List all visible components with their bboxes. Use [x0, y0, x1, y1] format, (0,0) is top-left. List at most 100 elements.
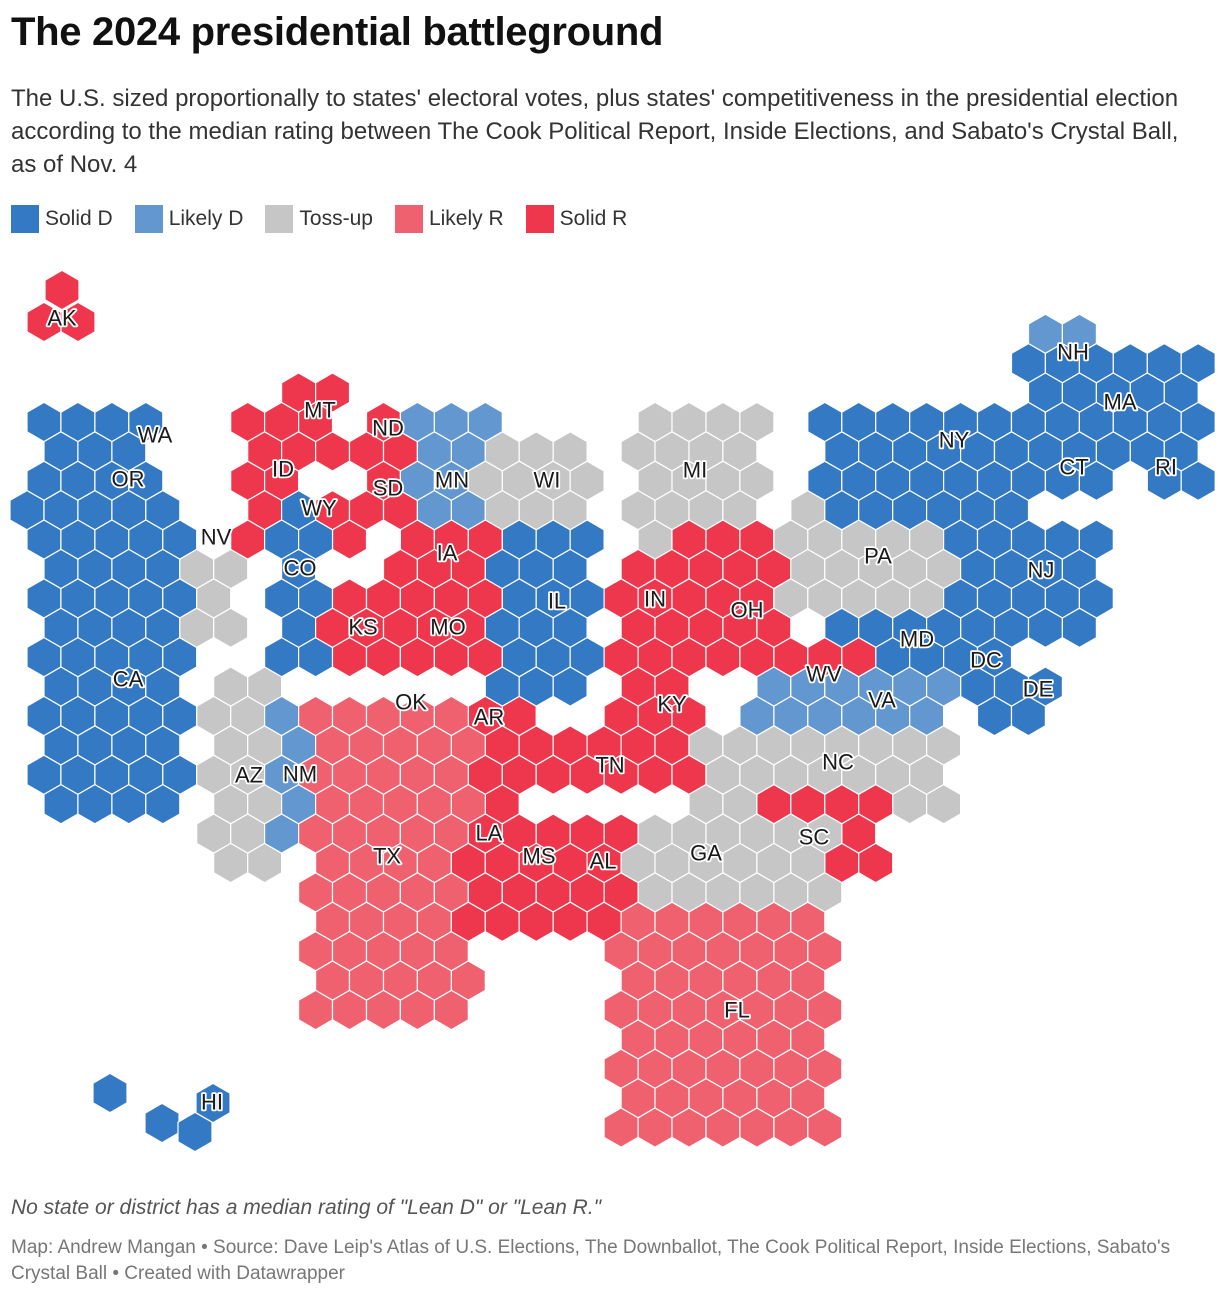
state-nv[interactable]: [179, 548, 249, 649]
state-label-nj: NJ: [1028, 558, 1055, 583]
legend-item-solid-d: Solid D: [11, 204, 113, 234]
legend-item-likely-d: Likely D: [134, 204, 243, 234]
hex-nv[interactable]: [213, 607, 249, 649]
hex-hi[interactable]: [195, 1082, 231, 1124]
state-label-hi: HI: [201, 1090, 223, 1115]
state-label-mo: MO: [430, 615, 465, 640]
state-label-de: DE: [1023, 677, 1054, 702]
state-hi[interactable]: [92, 1072, 231, 1153]
state-label-ri: RI: [1155, 455, 1177, 480]
state-label-ms: MS: [523, 844, 556, 869]
state-ga[interactable]: [620, 813, 843, 913]
hex-il[interactable]: [552, 666, 588, 707]
hex-ri[interactable]: [1180, 460, 1216, 502]
state-label-md: MD: [900, 627, 934, 652]
state-de[interactable]: [959, 666, 1064, 737]
hex-layer: [9, 269, 1216, 1153]
hex-hi[interactable]: [92, 1072, 128, 1114]
state-va[interactable]: [739, 666, 962, 737]
label-layer: AK WA OR CA NV ID MT WY ND SD CO MN WI MI IA KS MO IL IN OH…: [46, 304, 1179, 1117]
state-label-wa: WA: [138, 423, 173, 448]
legend-swatch-solid-r: [525, 205, 554, 233]
legend-swatch-solid-d: [11, 205, 39, 233]
state-wa[interactable]: [26, 401, 164, 472]
state-ak[interactable]: [26, 269, 96, 343]
state-label-ma: MA: [1104, 390, 1137, 415]
legend-label-solid-r: Solid R: [559, 207, 628, 230]
state-ar[interactable]: [450, 695, 537, 825]
state-label-ar: AR: [474, 705, 505, 730]
state-label-ky: KY: [657, 692, 687, 717]
state-label-fl: FL: [724, 998, 750, 1023]
state-label-or: OR: [112, 467, 145, 492]
state-label-ca: CA: [113, 667, 144, 692]
state-pa[interactable]: [773, 489, 962, 619]
state-ny[interactable]: [807, 401, 1047, 531]
legend-label-likely-r: Likely R: [428, 207, 504, 230]
state-label-nd: ND: [372, 416, 404, 441]
state-dc[interactable]: [942, 636, 1013, 678]
state-co[interactable]: [264, 489, 334, 678]
state-label-la: LA: [476, 821, 503, 846]
state-label-va: VA: [868, 688, 896, 713]
hex-ca[interactable]: [145, 783, 181, 825]
hex-nc[interactable]: [925, 783, 962, 825]
state-label-co: CO: [284, 556, 317, 581]
state-label-dc: DC: [970, 648, 1002, 673]
state-fl[interactable]: [603, 901, 843, 1148]
hex-fl[interactable]: [807, 1107, 843, 1148]
state-label-sd: SD: [373, 476, 404, 501]
legend: Solid D Likely D Toss-up Likely R Solid …: [11, 204, 649, 234]
chart-subtitle: The U.S. sized proportionally to states'…: [11, 85, 1179, 178]
source-credit: Map: Andrew Mangan • Source: Dave Leip's…: [11, 1237, 1171, 1284]
state-ia[interactable]: [382, 519, 503, 590]
state-label-mn: MN: [435, 468, 469, 493]
state-az[interactable]: [196, 666, 283, 884]
state-label-nc: NC: [822, 750, 854, 775]
state-label-nm: NM: [283, 762, 317, 787]
state-label-in: IN: [644, 587, 666, 612]
state-in[interactable]: [603, 548, 690, 707]
state-il[interactable]: [484, 519, 605, 707]
hex-nj[interactable]: [1061, 607, 1098, 649]
state-tx[interactable]: [298, 695, 486, 1031]
hex-sc[interactable]: [858, 842, 894, 884]
state-label-nh: NH: [1057, 340, 1089, 365]
state-label-pa: PA: [864, 544, 892, 569]
state-label-ga: GA: [690, 841, 722, 866]
hex-cartogram: AK WA OR CA NV ID MT WY ND SD CO MN WI MI IA KS MO IL IN OH…: [0, 250, 1220, 1190]
hex-hi[interactable]: [144, 1102, 180, 1144]
state-label-al: AL: [590, 849, 617, 874]
state-label-ia: IA: [437, 541, 458, 566]
legend-swatch-likely-r: [394, 205, 423, 233]
hex-tx[interactable]: [433, 989, 469, 1031]
state-sd[interactable]: [348, 460, 418, 531]
state-nj[interactable]: [942, 519, 1114, 649]
state-ma[interactable]: [1010, 342, 1216, 443]
hex-map-svg: AK WA OR CA NV ID MT WY ND SD CO MN WI MI IA KS MO IL IN OH…: [9, 269, 1216, 1153]
legend-item-likely-r: Likely R: [394, 204, 504, 234]
state-mt[interactable]: [281, 372, 351, 472]
hex-de[interactable]: [1010, 695, 1047, 737]
state-label-mi: MI: [683, 458, 707, 483]
state-label-wv: WV: [806, 662, 842, 687]
hex-hi[interactable]: [177, 1111, 213, 1153]
legend-label-tossup: Toss-up: [299, 207, 373, 230]
state-ri[interactable]: [1129, 431, 1216, 502]
legend-swatch-tossup: [265, 205, 294, 233]
hex-ak[interactable]: [44, 269, 80, 311]
state-al[interactable]: [552, 813, 656, 943]
state-label-ct: CT: [1059, 455, 1088, 480]
state-label-wi: WI: [534, 468, 561, 493]
state-ca[interactable]: [26, 489, 198, 825]
state-label-il: IL: [548, 589, 566, 614]
legend-item-solid-r: Solid R: [525, 204, 628, 234]
state-ky[interactable]: [603, 695, 707, 737]
state-ct[interactable]: [993, 431, 1131, 502]
state-label-nv: NV: [201, 525, 232, 550]
hex-ak[interactable]: [60, 301, 96, 343]
state-ms[interactable]: [501, 813, 571, 943]
state-label-ks: KS: [348, 615, 377, 640]
state-wi[interactable]: [467, 431, 605, 531]
hex-ct[interactable]: [1078, 460, 1114, 502]
